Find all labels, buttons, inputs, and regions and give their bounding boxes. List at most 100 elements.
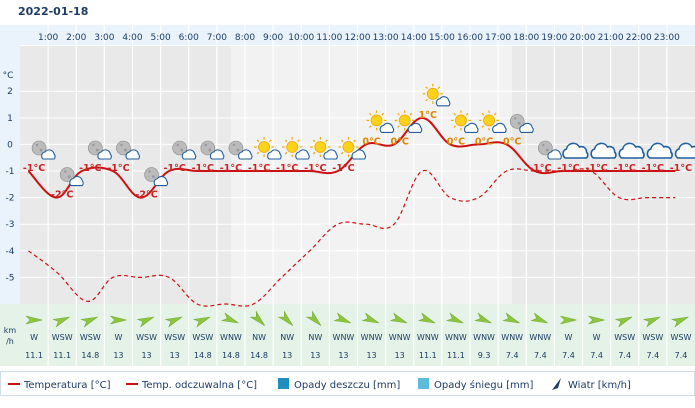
wind-speed: 7.4 xyxy=(618,351,631,360)
wind-direction: WNW xyxy=(333,333,355,342)
temperature-label: -2°C xyxy=(135,190,157,201)
hour-label: 7:00 xyxy=(207,33,227,43)
hour-label: 9:00 xyxy=(263,33,283,43)
y-tick-label: 0 xyxy=(7,140,13,150)
small-cloud xyxy=(351,149,367,160)
wind-direction: W xyxy=(114,333,122,342)
wind-arrow-shape xyxy=(587,315,605,325)
wind-direction: WNW xyxy=(417,333,439,342)
wind-arrow-icon xyxy=(559,315,577,325)
wind-arrow-icon xyxy=(80,316,98,328)
moon-crater xyxy=(545,148,549,152)
temperature-label: -1°C xyxy=(614,163,636,174)
hour-label: 16:00 xyxy=(457,33,483,43)
wind-direction: WNW xyxy=(473,333,495,342)
sun-ray xyxy=(481,112,485,116)
wind-arrow-shape xyxy=(333,312,351,324)
night-cloud-icon xyxy=(509,114,534,133)
wind-direction: NW xyxy=(280,333,294,342)
wind-arrow-icon xyxy=(221,312,239,324)
wind-arrow-shape xyxy=(642,316,661,328)
wind-speed: 9.3 xyxy=(478,351,491,360)
wind-speed: 11.1 xyxy=(419,351,437,360)
wind-speed: 11.1 xyxy=(53,351,71,360)
moon-crater xyxy=(517,122,521,125)
moon-crater xyxy=(180,148,184,152)
sun-cloud-icon xyxy=(366,110,395,133)
moon-disc xyxy=(228,140,244,156)
temperature-label: -1°C xyxy=(585,163,607,174)
wind-unit-panel xyxy=(0,304,20,366)
wind-speed: 7.4 xyxy=(646,351,659,360)
night-cloud-icon xyxy=(88,140,112,160)
hour-label: 10:00 xyxy=(288,33,314,43)
wind-direction: WNW xyxy=(529,333,551,342)
night-cloud-icon xyxy=(31,140,56,160)
sun-ray xyxy=(381,112,385,116)
wind-arrow-icon xyxy=(305,310,322,326)
sun-ray xyxy=(312,139,316,143)
temperature-label: -2°C xyxy=(51,190,73,201)
cloud-shape xyxy=(674,142,695,159)
y-tick-label: -2 xyxy=(6,194,15,204)
wind-arrow-icon xyxy=(52,316,70,328)
sun-ray xyxy=(481,125,485,128)
hour-label: 21:00 xyxy=(598,33,624,43)
cloud-icon xyxy=(618,142,645,159)
sun-ray xyxy=(369,125,372,128)
temperature-label: -1°C xyxy=(304,163,326,174)
sun-ray xyxy=(453,112,457,116)
hour-label: 22:00 xyxy=(626,33,652,43)
sun-ray xyxy=(312,151,316,155)
temperature-label: 0°C xyxy=(503,136,521,147)
wind-direction: WSW xyxy=(164,333,185,342)
night-shade-evening xyxy=(512,46,695,304)
sun-disc xyxy=(483,114,495,127)
temperature-label: 0°C xyxy=(362,136,380,147)
wind-arrow-shape xyxy=(136,316,155,328)
hour-label: 15:00 xyxy=(429,33,455,43)
moon-crater xyxy=(176,143,179,147)
y-tick-label: 2 xyxy=(7,87,13,97)
wind-arrow-shape xyxy=(361,312,380,324)
sun-ray xyxy=(437,86,441,89)
sun-ray xyxy=(397,125,400,128)
wind-direction: NW xyxy=(252,333,266,342)
legend-label-rain: Opady deszczu [mm] xyxy=(294,380,400,391)
moon-disc xyxy=(116,140,131,156)
wind-arrow-shape xyxy=(109,315,127,325)
sun-ray xyxy=(268,139,272,143)
wind-arrow-icon xyxy=(530,312,548,324)
wind-arrow-icon xyxy=(502,312,520,324)
wind-arrow-shape xyxy=(52,316,70,328)
moon-crater xyxy=(120,143,123,147)
night-cloud-icon xyxy=(116,140,141,160)
wind-unit-label: km xyxy=(4,326,17,335)
wind-arrow-icon xyxy=(446,312,464,324)
forecast-date: 2022-01-18 xyxy=(18,5,89,18)
temperature-label: -1°C xyxy=(248,163,270,174)
sun-ray xyxy=(369,112,372,116)
temperature-label: 0°C xyxy=(447,136,465,147)
small-cloud xyxy=(125,149,141,160)
sun-ray xyxy=(493,112,497,116)
small-cloud xyxy=(464,122,479,133)
sun-disc xyxy=(286,141,299,153)
wind-arrow-icon xyxy=(474,312,492,324)
wind-legend-icon xyxy=(552,378,561,390)
y-tick-label: -5 xyxy=(6,273,15,283)
wind-speed: 7.4 xyxy=(562,351,575,360)
sun-disc xyxy=(455,114,467,127)
y-axis-panel xyxy=(0,25,20,366)
sun-disc xyxy=(398,114,411,127)
wind-direction: WSW xyxy=(614,333,635,342)
wind-arrow-icon xyxy=(192,316,211,328)
feels-like-line xyxy=(28,168,676,307)
night-cloud-icon xyxy=(538,140,562,160)
wind-arrow-icon xyxy=(417,312,436,324)
wind-speed: 14.8 xyxy=(250,351,268,360)
legend-label-wind: Wiatr [km/h] xyxy=(568,380,631,391)
sun-ray xyxy=(425,98,428,102)
wind-direction: W xyxy=(593,333,601,342)
sun-disc xyxy=(426,87,439,100)
